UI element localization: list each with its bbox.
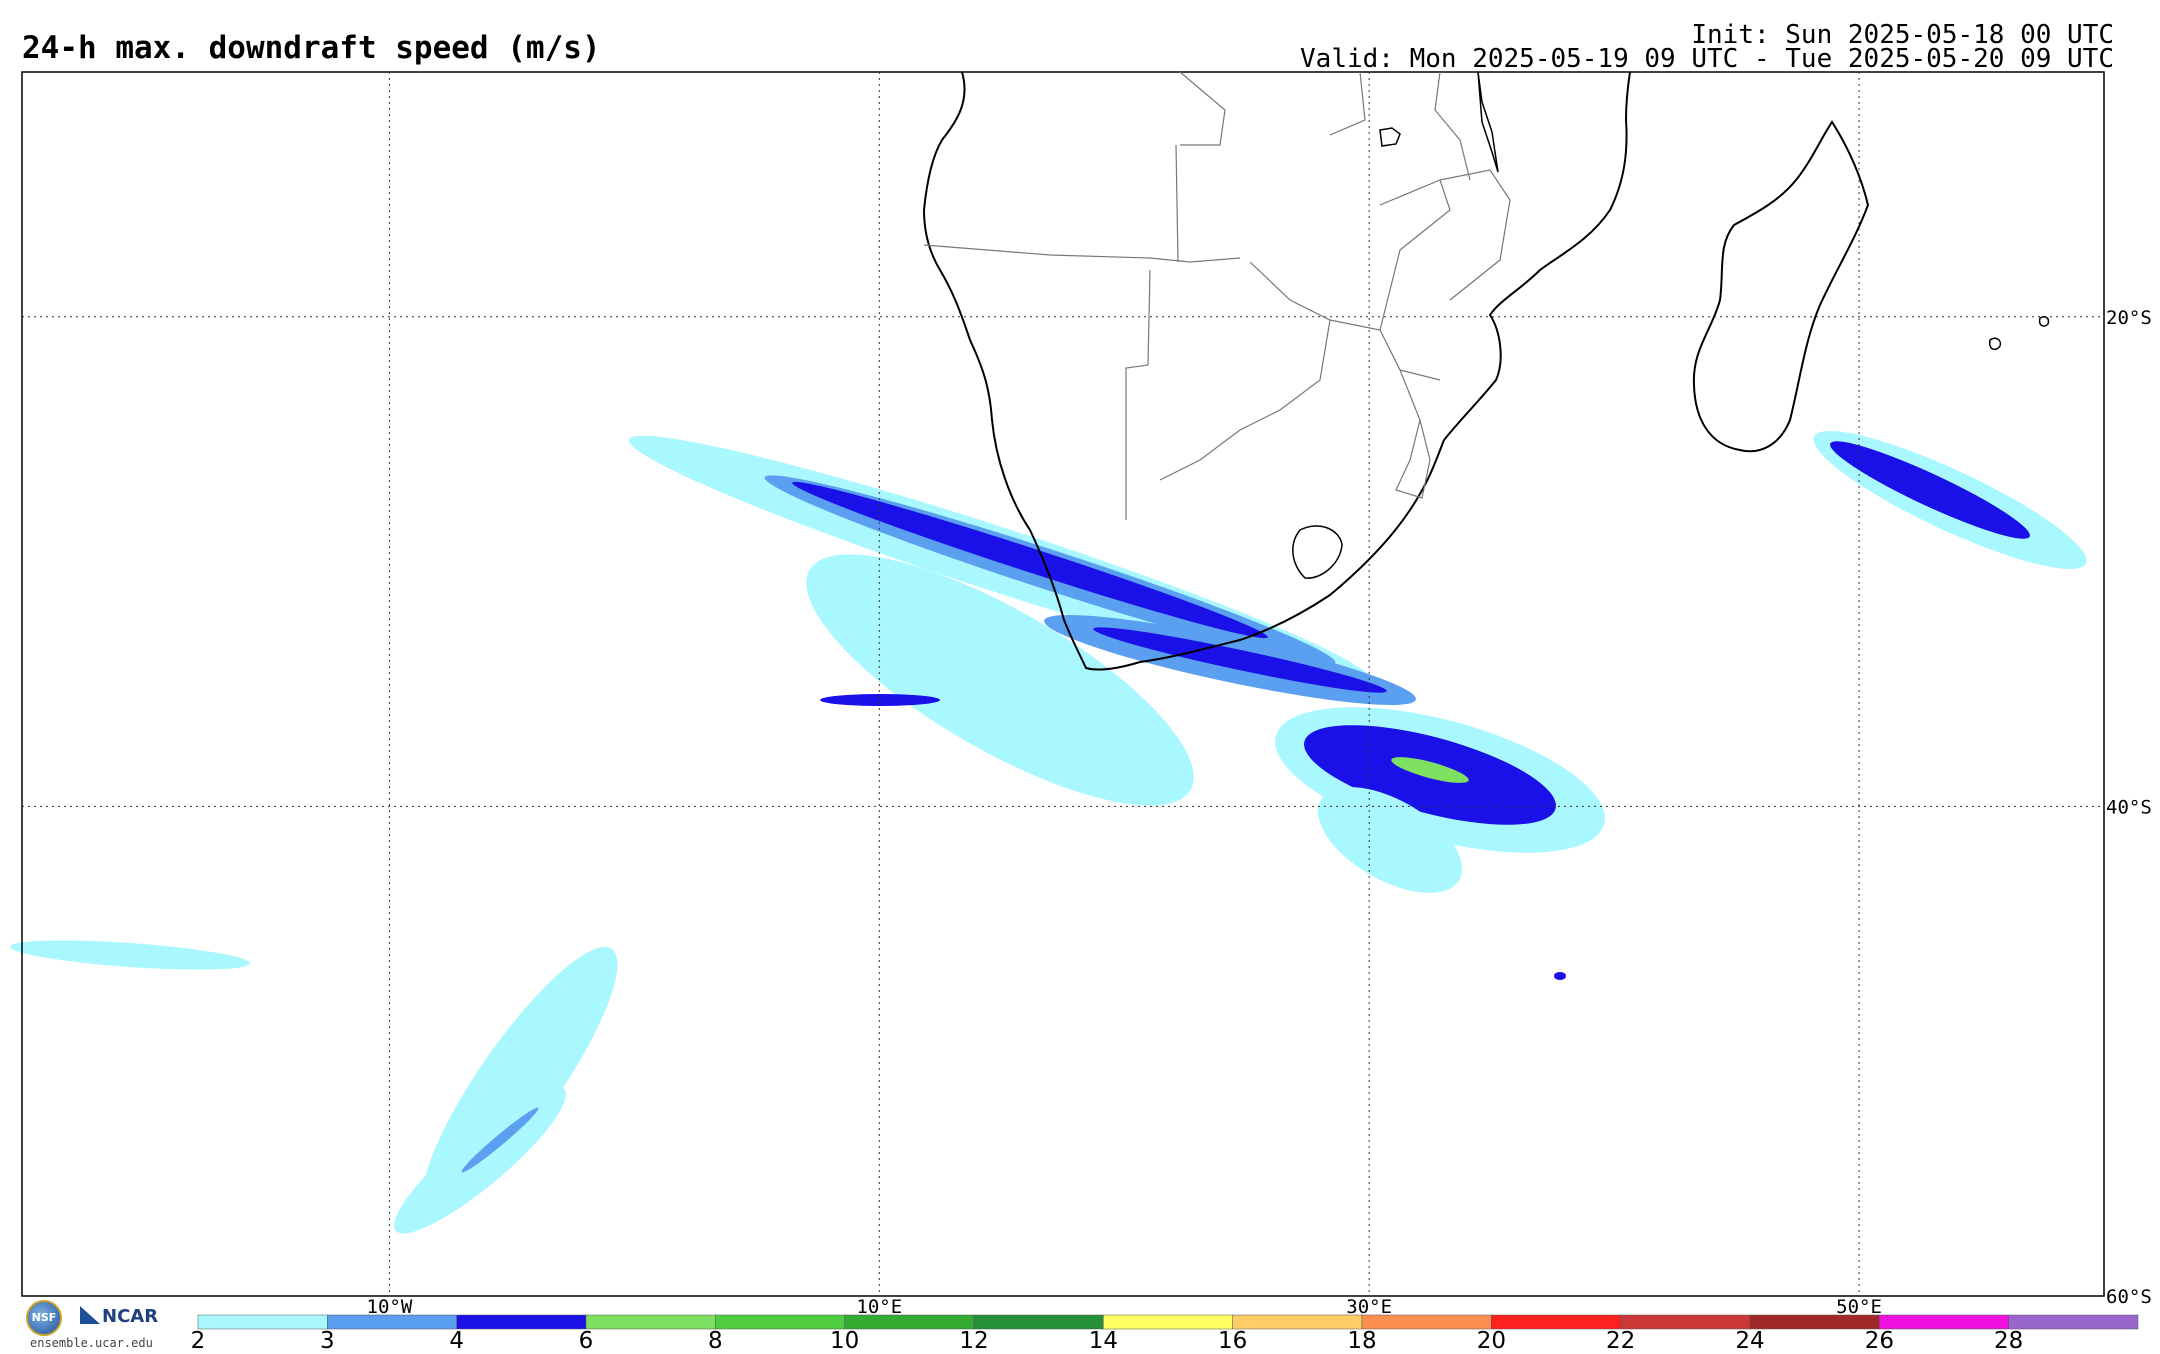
- colorbar-label: 14: [1089, 1328, 1118, 1354]
- lake-malawi: [1477, 71, 1499, 173]
- colorbar-swatch: [456, 1314, 587, 1330]
- colorbar-swatch: [1879, 1314, 2009, 1330]
- colorbar-swatch: [715, 1314, 845, 1330]
- band-east-core: [1093, 627, 1387, 693]
- colorbar-label: 10: [830, 1328, 859, 1354]
- colorbar-swatch: [197, 1314, 328, 1330]
- site-url: ensemble.ucar.edu: [30, 1336, 153, 1350]
- colorbar-label: 16: [1218, 1328, 1247, 1354]
- west-streak: [10, 940, 250, 970]
- init-time: Init: Sun 2025-05-18 00 UTC: [1691, 20, 2114, 50]
- se-cluster-tail: [1317, 787, 1463, 893]
- lesotho: [1292, 525, 1343, 579]
- valid-time: Valid: Mon 2025-05-19 09 UTC - Tue 2025-…: [1300, 44, 2114, 74]
- band-core: [792, 481, 1268, 639]
- colorbar-label: 24: [1735, 1328, 1764, 1354]
- lat-tick-label: 40°S: [2106, 796, 2152, 818]
- colorbar-label: 3: [320, 1328, 335, 1354]
- gridlines: [22, 72, 2104, 1296]
- page-title: 24-h max. downdraft speed (m/s): [22, 30, 601, 66]
- colorbar-label: 12: [959, 1328, 988, 1354]
- cape-streaks: [806, 554, 1194, 806]
- small-cell: [1554, 972, 1566, 980]
- colorbar-label: 18: [1347, 1328, 1376, 1354]
- country-borders: [923, 71, 1511, 520]
- colorbar-swatch: [1620, 1314, 1751, 1330]
- se-cluster-green: [1391, 757, 1469, 783]
- colorbar-label: 4: [449, 1328, 464, 1354]
- lat-tick-label: 20°S: [2106, 307, 2152, 329]
- colorbar-swatch: [973, 1314, 1104, 1330]
- colorbar-swatch: [1232, 1314, 1363, 1330]
- colorbar-label: 8: [708, 1328, 723, 1354]
- colorbar-label: 20: [1477, 1328, 1506, 1354]
- africa-coast: [922, 71, 1631, 671]
- lon-tick-label: 10°W: [367, 1296, 413, 1318]
- reunion: [2038, 316, 2050, 327]
- cape-streak-core: [820, 694, 940, 706]
- colorbar-swatch: [585, 1314, 716, 1330]
- downdraft-field: [10, 431, 2087, 1234]
- ncar-logo: NCAR: [102, 1306, 159, 1327]
- lon-tick-label: 50°E: [1836, 1296, 1882, 1318]
- mauritius: [1988, 337, 2002, 351]
- coastlines: [922, 71, 2050, 671]
- madagascar-coast: [1692, 120, 1870, 453]
- lon-tick-label: 30°E: [1346, 1296, 1392, 1318]
- colorbar-label: 6: [579, 1328, 594, 1354]
- lon-tick-label: 10°E: [856, 1296, 902, 1318]
- colorbar-swatch: [1491, 1314, 1621, 1330]
- map-frame: [21, 71, 2105, 1297]
- colorbar: 2 3 4 6 8 10 12 14 16 18 20 22 24 26 28: [191, 1314, 2139, 1354]
- lake-victoria: [1379, 127, 1401, 147]
- madagascar-band-core: [1830, 441, 2030, 539]
- colorbar-label: 26: [1865, 1328, 1894, 1354]
- colorbar-swatch: [2008, 1314, 2139, 1330]
- lat-tick-label: 60°S: [2106, 1286, 2152, 1308]
- colorbar-label: 2: [191, 1328, 206, 1354]
- ncar-logo-icon: [80, 1306, 100, 1324]
- colorbar-label: 22: [1606, 1328, 1635, 1354]
- nsf-logo: NSF: [26, 1300, 62, 1336]
- sw-streak-mid: [461, 1107, 539, 1173]
- colorbar-swatch: [1103, 1314, 1233, 1330]
- colorbar-label: 28: [1994, 1328, 2023, 1354]
